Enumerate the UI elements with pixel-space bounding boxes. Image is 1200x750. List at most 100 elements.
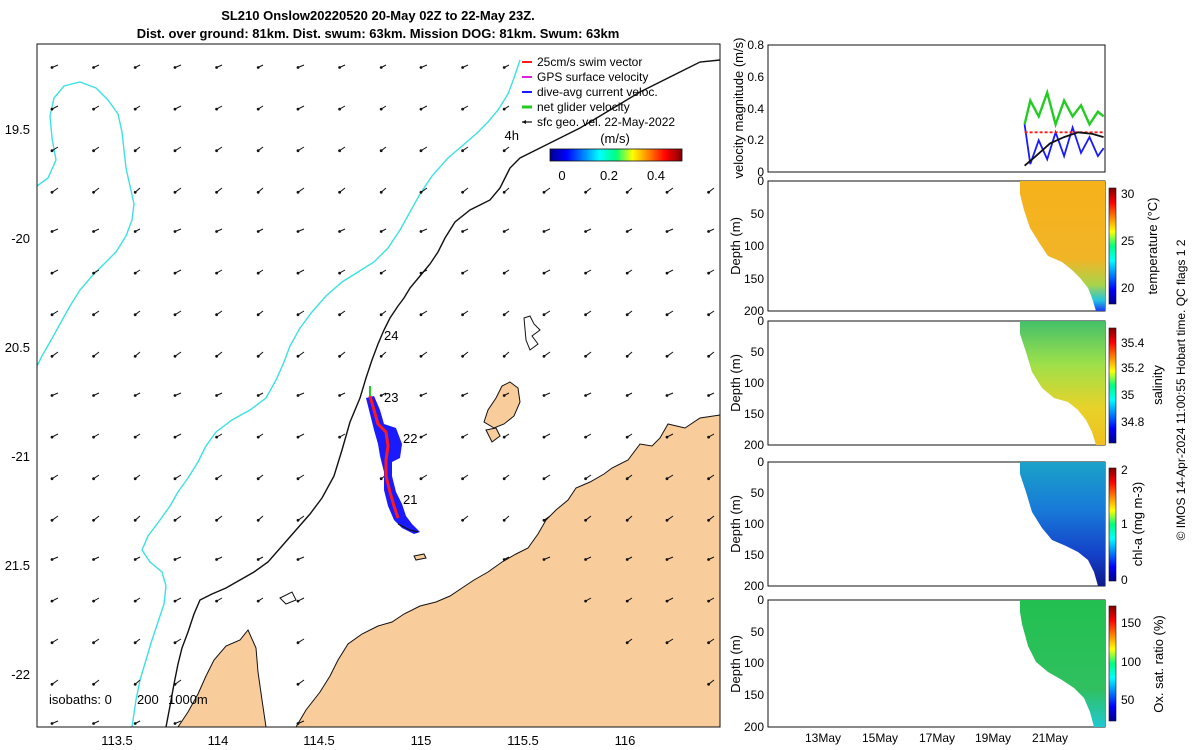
oxygen-cbar-label: Ox. sat. ratio (%) [1151,615,1166,713]
colorbar-tick-0: 0 [558,168,565,183]
chla-cbar-tick: 1 [1121,517,1128,531]
arrow-head-icon [502,518,506,522]
chla-cbar-tick: 0 [1121,573,1128,587]
legend-swim-vector: 25cm/s swim vector [537,55,642,69]
arrow-head-icon [173,682,177,686]
velocity-series-line [1023,88,1105,129]
time-label-22: 22 [403,431,417,446]
arrow-head-icon [584,518,587,522]
arrow-head-icon [296,558,300,561]
colorbar-tick-2: 0.4 [647,168,665,183]
map-frame [36,43,721,728]
arrow-head-icon [173,722,177,725]
time-label-21: 21 [403,492,417,507]
arrow-head-icon [707,230,710,233]
arrow-head-icon [296,641,300,645]
arrow-head-icon [665,313,669,317]
arrow-head-icon [256,394,260,397]
oxygen-cbar-tick: 100 [1121,655,1141,669]
map-x-tick: 116 [615,733,636,748]
time-tick: 17May [919,731,955,745]
arrow-head-icon [296,722,300,725]
arrow-head-icon [502,271,506,275]
time-label-23: 23 [384,390,398,405]
arrow-head-icon [256,435,260,439]
arrow-head-icon [50,66,54,69]
reef-outline-2 [279,591,297,605]
arrow-head-icon [461,313,464,317]
arrow-head-icon [92,149,95,153]
arrow-head-icon [92,394,95,397]
temperature-section [1020,181,1105,311]
arrow-head-icon [419,230,423,233]
arrow-head-icon [338,107,341,111]
arrow-head-icon [665,641,669,645]
arrow-head-icon [707,354,710,358]
arrow-head-icon [522,120,526,124]
arrow-head-icon [707,641,710,645]
arrow-head-icon [584,477,587,481]
arrow-head-icon [133,230,137,233]
arrow-head-icon [50,682,54,686]
velocity-series-line [1023,124,1105,165]
map-x-tick: 115 [411,733,432,748]
velocity-y-tick: 0.4 [747,102,764,116]
arrow-head-icon [542,190,546,194]
arrow-head-icon [338,435,341,439]
arrow-head-icon [707,394,710,397]
time-label-4h: 4h [505,128,519,143]
arrow-head-icon [584,190,587,194]
arrow-head-icon [92,230,95,233]
salinity-cbar-tick: 35 [1121,388,1135,402]
isobath-1000-label: 1000m [168,692,208,707]
temperature-depth-label: Depth (m) [728,217,743,275]
arrow-head-icon [50,641,54,645]
map-x-ticks: 113.5 114 114.5 115 115.5 116 [101,733,635,748]
arrow-head-icon [707,435,710,439]
arrow-head-icon [542,394,546,397]
arrow-head-icon [542,313,546,317]
velocity-y-tick: 0 [757,165,764,179]
legend-gps-velocity: GPS surface velocity [537,70,648,84]
arrow-head-icon [215,435,219,439]
salinity-cbar-tick: 34.8 [1121,415,1145,429]
arrow-head-icon [173,518,177,522]
arrow-head-icon [92,477,95,481]
arrow-head-icon [625,641,629,645]
arrow-head-icon [296,190,300,194]
arrow-head-icon [419,477,423,481]
colorbar-label: (m/s) [600,131,630,146]
track-blue-band [366,396,420,534]
arrow-head-icon [50,518,54,522]
depth-tick: 200 [744,438,764,452]
arrow-head-icon [296,477,300,481]
chla-panel: 0 50 100 150 200 Depth (m) 0 1 2 chl-a (… [728,455,1145,593]
velocity-frame [767,44,1106,173]
arrow-head-icon [133,599,137,603]
title-line-2: Dist. over ground: 81km. Dist. swum: 63k… [137,26,620,41]
depth-tick: 200 [744,720,764,734]
arrow-head-icon [542,271,546,275]
colorbar-gradient [549,148,683,162]
depth-tick: 0 [757,593,764,607]
temperature-cbar-tick: 25 [1121,234,1135,248]
mainland-land [295,414,720,727]
arrow-head-icon [461,66,464,69]
arrow-head-icon [665,394,669,397]
depth-tick: 150 [744,688,764,702]
arrow-head-icon [50,271,54,275]
arrow-head-icon [625,271,629,275]
oxygen-section [1020,600,1105,727]
arrow-head-icon [338,66,341,69]
arrow-head-icon [707,271,710,275]
arrow-head-icon [379,354,383,358]
colorbar-tick-1: 0.2 [600,168,618,183]
arrow-head-icon [502,313,506,317]
depth-tick: 50 [751,486,765,500]
temperature-y-ticks: 0 50 100 150 200 [744,174,764,318]
arrow-head-icon [173,354,177,358]
chla-section [1020,462,1105,586]
arrow-head-icon [92,558,95,561]
arrow-head-icon [379,66,383,69]
arrow-head-icon [92,435,95,439]
